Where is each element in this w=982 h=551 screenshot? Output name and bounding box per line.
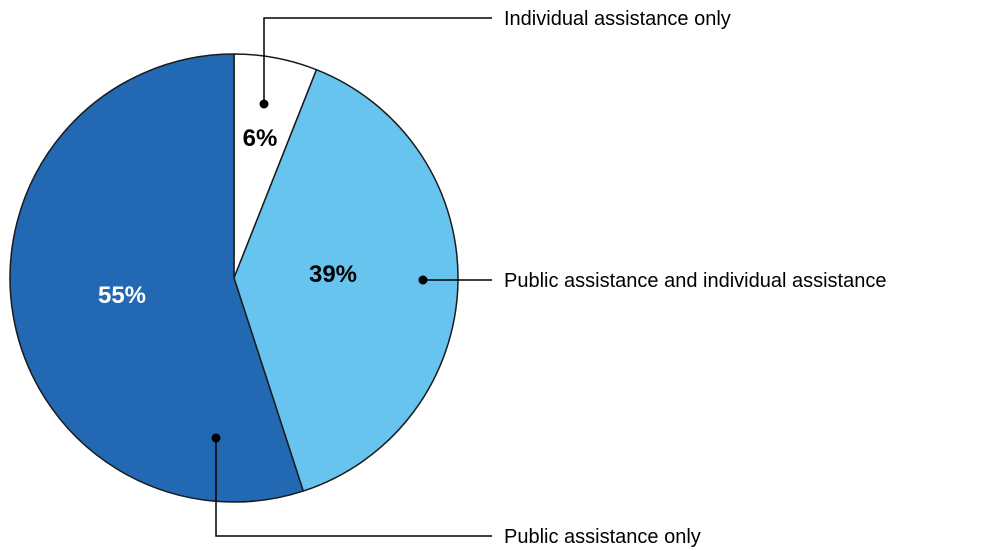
slice-public-and-individual (233, 68, 459, 492)
value-label-individual: 6% (243, 125, 278, 152)
leader-lines (215, 17, 492, 537)
category-label-public: Public assistance only (504, 526, 701, 548)
leader-dot-individual (259, 99, 269, 109)
category-label-public-and-individual: Public assistance and individual assista… (504, 270, 886, 292)
value-label-public: 55% (98, 282, 146, 309)
leader-line-public (215, 438, 492, 537)
leader-dots (211, 99, 428, 443)
value-label-public-and-individual: 39% (309, 261, 357, 288)
category-label-individual: Individual assistance only (504, 8, 731, 30)
leader-dot-public (211, 433, 221, 443)
leader-dot-public-and-individual (418, 275, 428, 285)
pie-slices (9, 53, 459, 503)
slice-public (9, 53, 304, 503)
leader-line-individual (263, 17, 492, 104)
